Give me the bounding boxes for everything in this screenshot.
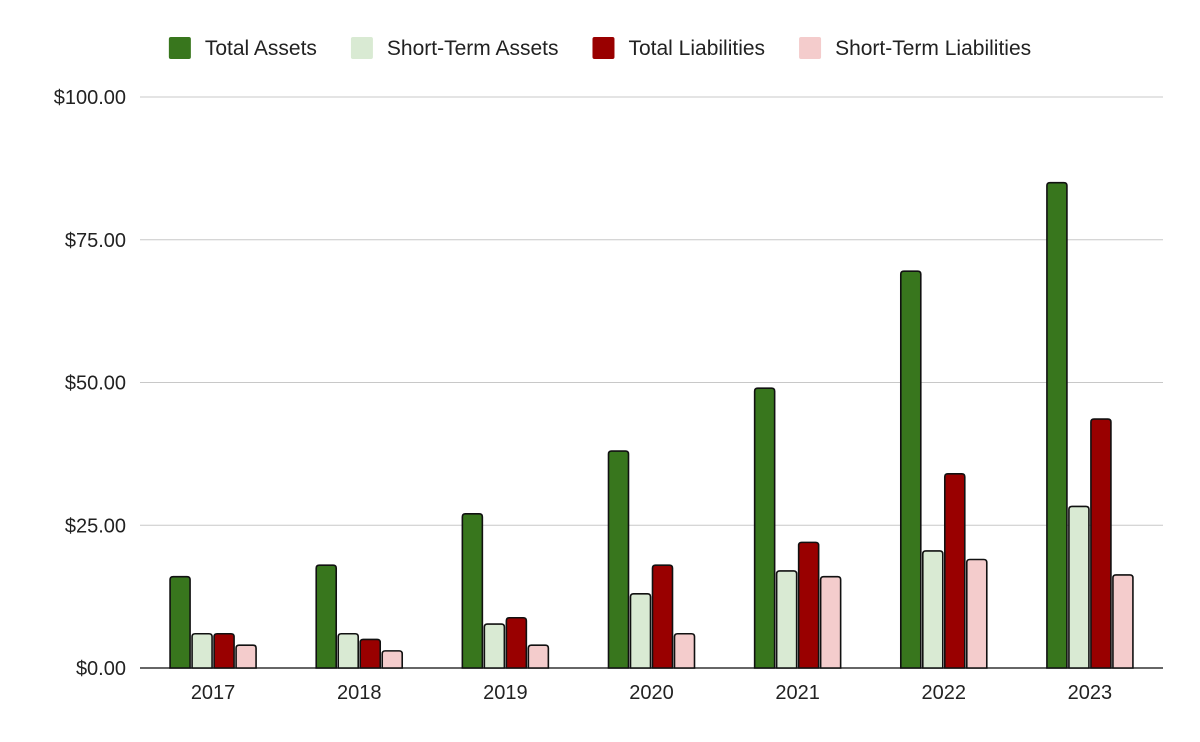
bar-short-term-assets-2021 [775, 570, 798, 669]
bar-short-term-liabilities-2023 [1112, 574, 1134, 669]
x-tick-label: 2017 [191, 682, 236, 704]
bar-short-term-liabilities-2018 [381, 650, 404, 669]
bars [169, 181, 1134, 669]
gridlines [140, 96, 1163, 669]
legend-label-short-term-liabilities: Short-Term Liabilities [835, 37, 1031, 60]
y-tick-label: $75.00 [65, 230, 126, 252]
x-tick-label: 2021 [775, 682, 820, 704]
bar-total-assets-2017 [169, 575, 191, 669]
bar-total-assets-2022 [899, 270, 922, 669]
x-tick-label: 2023 [1068, 682, 1113, 704]
bar-short-term-assets-2017 [191, 632, 213, 669]
bar-short-term-liabilities-2021 [819, 575, 842, 669]
bar-short-term-assets-2022 [921, 550, 944, 669]
bar-short-term-assets-2019 [483, 623, 506, 669]
bar-short-term-liabilities-2019 [527, 644, 550, 669]
y-tick-label: $50.00 [65, 373, 126, 395]
bar-total-liabilities-2017 [213, 632, 235, 669]
x-tick-label: 2018 [337, 682, 382, 704]
bar-total-liabilities-2020 [651, 564, 674, 669]
y-tick-label: $25.00 [65, 515, 126, 537]
bar-total-assets-2018 [315, 564, 338, 669]
bar-short-term-liabilities-2022 [965, 558, 988, 669]
bar-short-term-liabilities-2020 [673, 632, 696, 669]
bar-total-assets-2020 [607, 450, 630, 669]
bar-total-assets-2023 [1046, 181, 1068, 669]
legend-swatch-short-term-assets [350, 37, 373, 59]
legend-label-short-term-assets: Short-Term Assets [387, 37, 559, 60]
bar-total-liabilities-2023 [1090, 418, 1112, 669]
bar-total-liabilities-2018 [359, 638, 382, 669]
legend-label-total-liabilities: Total Liabilities [628, 37, 765, 60]
y-tick-label: $0.00 [76, 658, 126, 680]
bar-short-term-assets-2018 [337, 632, 360, 669]
bar-total-liabilities-2021 [797, 541, 820, 669]
legend-label-total-assets: Total Assets [205, 37, 317, 60]
legend-swatch-total-assets [168, 37, 191, 59]
bar-short-term-assets-2020 [629, 592, 652, 669]
y-tick-label: $100.00 [54, 87, 126, 109]
y-axis: $0.00 $25.00 $50.00 $75.00 $100.00 [54, 87, 126, 680]
x-tick-label: 2020 [629, 682, 674, 704]
bar-total-assets-2021 [753, 387, 776, 669]
x-axis: 2017 2018 2019 2020 2021 2022 2023 [191, 682, 1112, 704]
x-tick-label: 2019 [483, 682, 528, 704]
bar-total-liabilities-2019 [505, 616, 528, 669]
bar-short-term-assets-2023 [1068, 505, 1090, 669]
legend-swatch-total-liabilities [592, 37, 615, 59]
x-tick-label: 2022 [922, 682, 967, 704]
bar-short-term-liabilities-2017 [235, 644, 257, 669]
legend: Total Assets Short-Term Assets Total Liabi… [168, 37, 1031, 60]
legend-swatch-short-term-liabilities [799, 37, 822, 59]
bar-total-liabilities-2022 [943, 473, 966, 669]
bar-total-assets-2019 [461, 513, 484, 669]
